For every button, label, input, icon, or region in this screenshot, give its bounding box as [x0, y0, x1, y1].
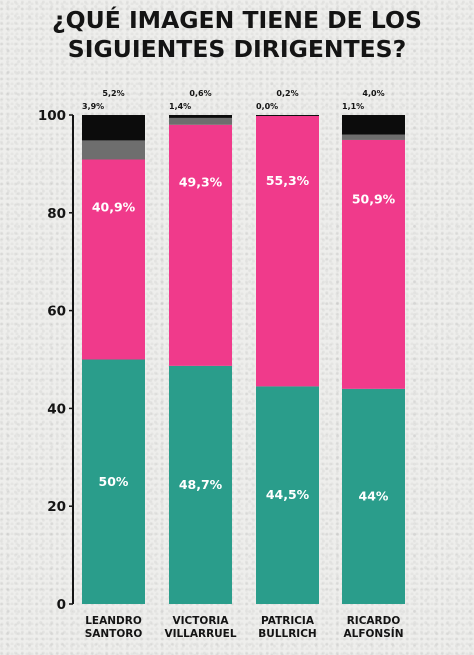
data-label-no-sabe: 3,9%: [82, 102, 104, 111]
bar-segment-positive: [82, 359, 145, 604]
bar-segment-no-sabe: [169, 117, 232, 125]
data-label-positive: 44,5%: [266, 487, 310, 502]
bar-segment-no-conoce: [256, 115, 319, 116]
y-tick-label: 40: [47, 401, 66, 417]
data-label-no-conoce: 0,6%: [189, 89, 211, 98]
data-label-positive: 48,7%: [179, 477, 223, 492]
category-label: VILLARRUEL: [164, 628, 236, 640]
bar-segment-no-conoce: [169, 115, 232, 118]
bar-segment-no-sabe: [82, 140, 145, 160]
bar-segment-negative: [169, 124, 232, 366]
data-label-negative: 49,3%: [179, 175, 223, 190]
category-label: LEANDRO: [85, 615, 142, 627]
data-label-no-conoce: 4,0%: [362, 89, 384, 98]
bar-segment-negative: [342, 139, 405, 389]
data-label-no-sabe: 1,4%: [169, 102, 191, 111]
bar-segment-positive: [169, 365, 232, 604]
bar-segment-negative: [256, 115, 319, 387]
category-label: PATRICIA: [261, 615, 315, 627]
y-tick-label: 0: [57, 597, 66, 613]
bar-segment-no-sabe: [342, 134, 405, 140]
y-tick-label: 20: [47, 499, 66, 515]
data-label-negative: 55,3%: [266, 173, 310, 188]
data-label-no-sabe: 0,0%: [256, 102, 278, 111]
data-label-positive: 50%: [99, 474, 129, 489]
category-label: VICTORIA: [173, 615, 230, 627]
data-label-no-sabe: 1,1%: [342, 102, 364, 111]
y-tick-label: 80: [47, 206, 66, 222]
y-tick-label: 100: [38, 108, 66, 124]
category-label: RICARDO: [347, 615, 401, 627]
category-label: ALFONSÍN: [344, 627, 404, 640]
y-tick-label: 60: [47, 304, 66, 320]
category-label: BULLRICH: [258, 628, 316, 640]
data-label-positive: 44%: [359, 488, 389, 503]
category-label: SANTORO: [85, 628, 143, 640]
data-label-no-conoce: 0,2%: [276, 89, 298, 98]
bar-segment-positive: [256, 386, 319, 604]
title-line-2: SIGUIENTES DIRIGENTES?: [67, 35, 407, 63]
bar-segment-no-conoce: [82, 115, 145, 141]
bar-segment-no-conoce: [342, 115, 405, 135]
data-label-negative: 50,9%: [352, 192, 396, 207]
data-label-negative: 40,9%: [92, 199, 136, 214]
title-line-1: ¿QUÉ IMAGEN TIENE DE LOS: [52, 6, 422, 34]
data-label-no-conoce: 5,2%: [102, 89, 124, 98]
bar-segment-positive: [342, 388, 405, 604]
chart-title: ¿QUÉ IMAGEN TIENE DE LOS SIGUIENTES DIRI…: [0, 6, 474, 64]
bar-segment-negative: [82, 159, 145, 360]
